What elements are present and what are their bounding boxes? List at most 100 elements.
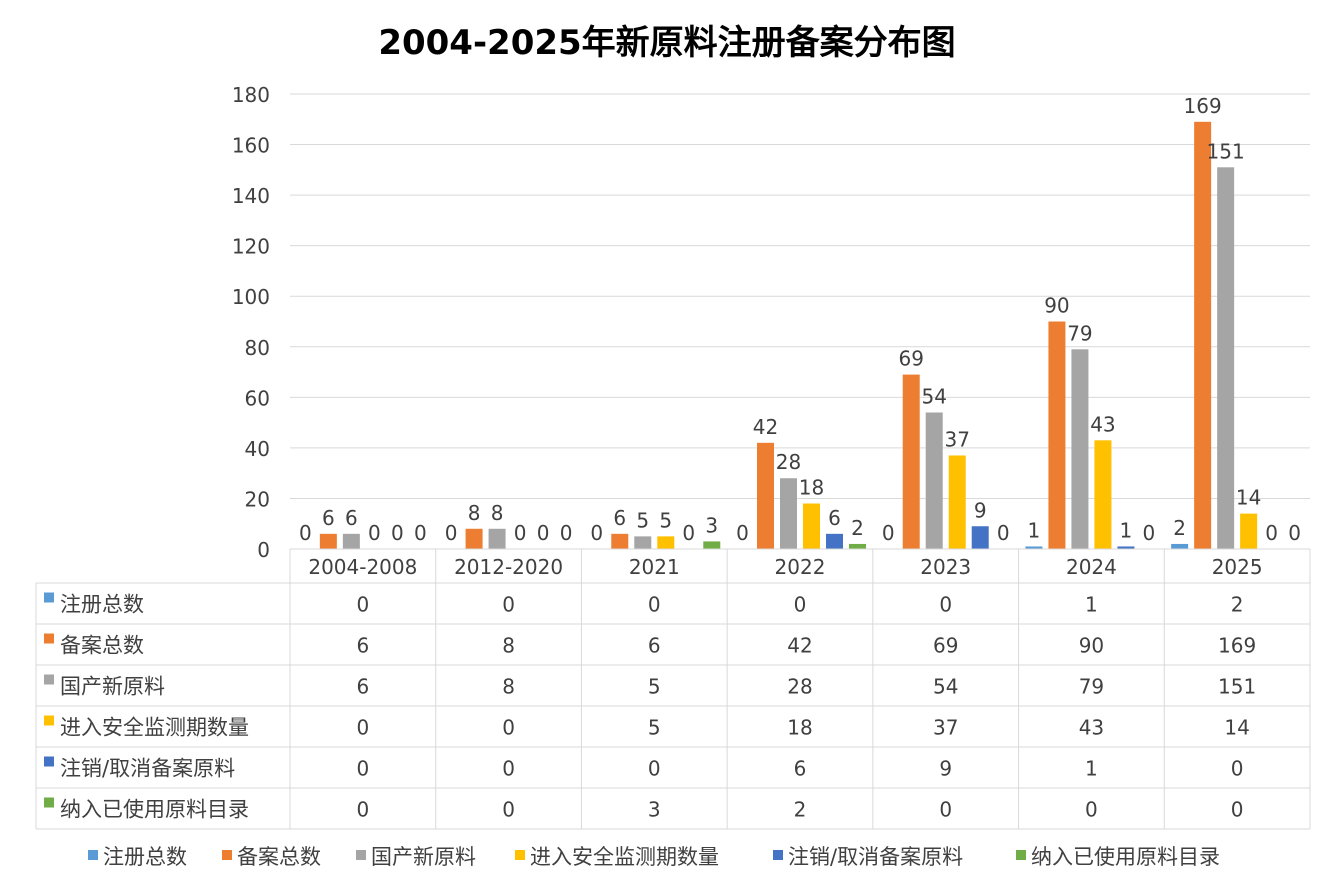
table-cell: 8 (502, 675, 515, 699)
table-cell: 169 (1218, 634, 1256, 658)
table-cell: 151 (1218, 675, 1256, 699)
x-tick-label: 2004-2008 (308, 555, 417, 579)
table-legend-key (44, 797, 54, 808)
table-cell: 0 (939, 798, 952, 822)
y-tick-label: 100 (232, 285, 270, 309)
data-label: 0 (414, 521, 427, 545)
data-label: 3 (705, 513, 718, 537)
bar-6-3 (703, 541, 721, 549)
data-label: 151 (1207, 139, 1245, 163)
bar-3-7 (1217, 167, 1235, 550)
table-cell: 0 (939, 593, 952, 617)
table-row-label: 注册总数 (60, 593, 144, 617)
table-row-label: 备案总数 (60, 634, 144, 658)
bar-4-6 (1094, 440, 1112, 549)
table-cell: 6 (794, 757, 807, 781)
table-cell: 6 (356, 634, 369, 658)
table-cell: 0 (502, 593, 515, 617)
y-tick-label: 0 (257, 538, 270, 562)
table-cell: 0 (648, 757, 661, 781)
table-cell: 69 (933, 634, 958, 658)
data-label: 0 (368, 521, 381, 545)
bar-3-5 (925, 412, 943, 549)
legend-label-2: 备案总数 (237, 845, 321, 869)
table-cell: 5 (648, 675, 661, 699)
table-cell: 5 (648, 716, 661, 740)
table-cell: 14 (1224, 716, 1249, 740)
table-row-label: 国产新原料 (60, 675, 165, 699)
data-label: 2 (1173, 516, 1186, 540)
legend-swatch-4 (515, 850, 525, 860)
data-label: 2 (851, 516, 864, 540)
y-axis-ticks: 0 20 40 60 80 100 120 140 160 180 (232, 83, 270, 562)
bar-4-3 (657, 536, 675, 549)
bar-4-7 (1240, 513, 1258, 549)
data-label: 79 (1067, 321, 1092, 345)
data-label: 8 (468, 501, 481, 525)
bar-2-1 (319, 533, 337, 549)
data-label: 0 (537, 521, 550, 545)
table-row-label: 进入安全监测期数量 (60, 716, 249, 740)
table-cell: 6 (356, 675, 369, 699)
table-cell: 28 (787, 675, 812, 699)
table-row-label: 纳入已使用原料目录 (60, 798, 249, 822)
data-label: 69 (898, 347, 923, 371)
table-legend-key (44, 674, 54, 685)
bar-2-4 (757, 442, 774, 549)
data-label: 6 (322, 506, 335, 530)
data-label: 8 (491, 501, 504, 525)
bar-3-1 (342, 533, 360, 549)
data-label: 5 (659, 508, 672, 532)
legend-swatch-1 (88, 850, 98, 860)
bar-3-4 (780, 478, 797, 549)
data-label: 0 (445, 521, 458, 545)
legend-label-6: 纳入已使用原料目录 (1031, 845, 1220, 869)
data-label: 169 (1184, 94, 1222, 118)
table-cell: 8 (502, 634, 515, 658)
legend-label-3: 国产新原料 (371, 845, 476, 869)
y-tick-label: 160 (232, 134, 270, 158)
table-legend-key (44, 633, 54, 644)
table-legend-key (44, 715, 54, 726)
table-cell: 43 (1079, 716, 1104, 740)
data-label: 0 (882, 521, 895, 545)
table-cell: 0 (1231, 798, 1244, 822)
data-label: 0 (1265, 521, 1278, 545)
bar-1-6 (1025, 546, 1043, 549)
table-cell: 37 (933, 716, 958, 740)
bar-1-7 (1171, 543, 1189, 549)
y-tick-label: 180 (232, 83, 270, 107)
x-tick-label: 2023 (920, 555, 971, 579)
bar-3-3 (634, 536, 652, 549)
bar-5-5 (971, 526, 989, 549)
data-label: 9 (974, 498, 987, 522)
table-cell: 1 (1085, 757, 1098, 781)
table-cell: 79 (1079, 675, 1104, 699)
y-tick-label: 40 (245, 437, 270, 461)
table-cell: 0 (502, 798, 515, 822)
table-cell: 42 (787, 634, 812, 658)
table-cell: 0 (356, 757, 369, 781)
table-legend-key (44, 592, 54, 603)
table-cell: 0 (356, 716, 369, 740)
data-label: 5 (636, 508, 649, 532)
bar-2-5 (902, 374, 920, 549)
data-label: 90 (1044, 294, 1069, 318)
table-cell: 3 (648, 798, 661, 822)
data-label: 43 (1090, 412, 1115, 436)
data-label: 0 (560, 521, 573, 545)
legend: 注册总数 备案总数 国产新原料 进入安全监测期数量 注销/取消备案原料 纳入已使用原料目录 (88, 845, 1220, 869)
data-label: 0 (997, 521, 1010, 545)
table-cell: 54 (933, 675, 958, 699)
bar-2-6 (1048, 321, 1066, 549)
y-tick-label: 120 (232, 235, 270, 259)
table-cell: 1 (1085, 593, 1098, 617)
legend-label-4: 进入安全监测期数量 (530, 845, 719, 869)
bar-3-2 (488, 528, 506, 549)
table-cell: 0 (502, 716, 515, 740)
table-cell: 0 (1231, 757, 1244, 781)
bar-2-2 (465, 528, 483, 549)
data-label: 18 (799, 476, 824, 500)
table-cell: 0 (1085, 798, 1098, 822)
